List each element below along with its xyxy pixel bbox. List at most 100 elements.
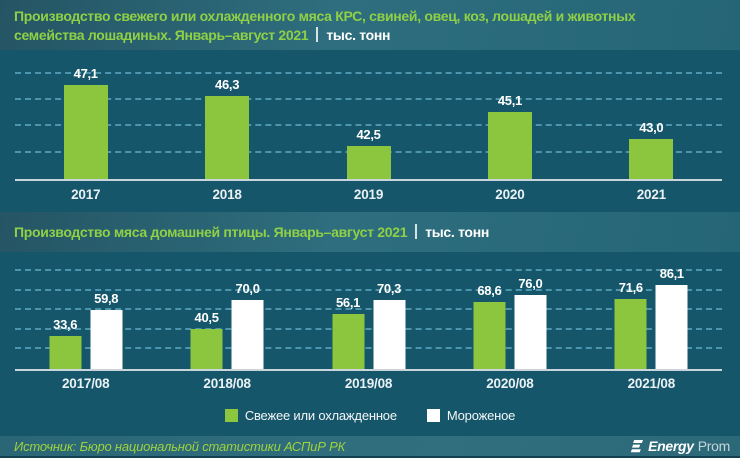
bar-2017/08-Свежее или охлажденное [49, 336, 82, 369]
gridline-20 [15, 347, 722, 350]
legend-swatch-white [426, 408, 440, 422]
gridline-80 [15, 288, 722, 291]
chart2-xlabels: 2017/08 2018/08 2019/08 2020/08 2021/08 [15, 376, 722, 391]
chart1-panel: 47,1 46,3 42,5 45,1 43,0 2017 2018 2019 2020 202… [0, 50, 740, 207]
bar-value-label: 70,0 [235, 281, 260, 297]
bar-value-label: 43,0 [639, 120, 664, 136]
title-divider-2 [415, 224, 418, 239]
header-title-2: Производство мяса домашней птицы. Январь… [0, 212, 740, 252]
gridline-46 [15, 97, 722, 100]
legend-swatch-green [224, 408, 238, 422]
x-axis-label-2021/08: 2021/08 [627, 376, 676, 391]
bar-value-label: 76,0 [518, 275, 543, 291]
bar-2021/08-Мороженое [655, 284, 688, 369]
bar-group-2020-s0: 45,1 [487, 92, 532, 179]
bar-2017/08-Мороженое [90, 310, 123, 369]
bar-value-label: 42,5 [356, 127, 381, 143]
chart2-plot: 33,6 59,8 40,5 70,0 56,1 70,3 68,6 76,0 71,6 86,1 [15, 266, 722, 371]
bar-group-2021/08-s0: 71,6 [614, 279, 647, 369]
bar-group-2018/08-s0: 40,5 [190, 310, 223, 369]
x-axis-label-2017/08: 2017/08 [62, 376, 110, 391]
chart1-title-unit: тыс. тонн [326, 27, 391, 43]
legend-label-fresh: Свежее или охлажденное [244, 407, 397, 423]
bar-2019/08-Мороженое [373, 300, 406, 369]
bar-group-2017-s0: 47,1 [63, 66, 108, 179]
bars-container: 47,1 46,3 42,5 45,1 43,0 [15, 66, 722, 179]
chart1-title: Производство свежего или охлажденного мя… [14, 7, 656, 45]
bar-group-2018/08-s1: 70,0 [231, 281, 264, 369]
bar-group-2019/08-s1: 70,3 [373, 281, 406, 369]
slot-2017/08: 33,6 59,8 [15, 271, 156, 369]
chart1-title-line1: Производство свежего или охлажденного мя… [14, 8, 636, 24]
x-axis-label-2018: 2018 [212, 187, 242, 202]
bar-2020/08-Мороженое [514, 294, 547, 369]
slot-2019: 42,5 [298, 67, 439, 179]
source-note: Источник: Бюро национальной статистики А… [14, 438, 346, 454]
gridline-100 [15, 269, 722, 271]
x-axis-label-2018/08: 2018/08 [203, 376, 251, 391]
slot-2020: 45,1 [439, 67, 580, 179]
slot-2017: 47,1 [15, 66, 156, 179]
logo-text-prom: Prom [697, 438, 731, 454]
bar-2019/08-Свежее или охлажденное [332, 314, 365, 369]
legend-item-fresh: Свежее или охлажденное [224, 407, 397, 423]
bar-group-2017/08-s0: 33,6 [49, 317, 82, 369]
slot-2018/08: 40,5 70,0 [156, 271, 297, 369]
chart2-legend: Свежее или охлажденное Мороженое [0, 404, 740, 426]
chart2-panel: 33,6 59,8 40,5 70,0 56,1 70,3 68,6 76,0 71,6 86,1… [0, 252, 740, 436]
bar-group-2021/08-s1: 86,1 [655, 265, 688, 369]
x-axis-label-2017: 2017 [71, 187, 101, 202]
bar-2021 [629, 139, 674, 179]
gridline-40 [15, 327, 722, 330]
bar-group-2020/08-s0: 68,6 [473, 282, 506, 369]
bar-2020/08-Свежее или охлажденное [473, 301, 506, 369]
energyprom-logo-icon [630, 439, 644, 452]
slot-2021/08: 71,6 86,1 [581, 266, 722, 369]
bar-value-label: 47,1 [73, 66, 98, 82]
chart2-title-text: Производство мяса домашней птицы. Январь… [14, 224, 408, 240]
bar-2021/08-Свежее или охлажденное [614, 298, 647, 369]
slot-2018: 46,3 [156, 67, 297, 179]
bar-2019 [346, 146, 391, 179]
legend-label-frozen: Мороженое [446, 407, 516, 423]
x-axis-label-2020/08: 2020/08 [486, 376, 534, 391]
slot-2021: 43,0 [581, 67, 722, 179]
footer: Источник: Бюро национальной статистики А… [0, 436, 740, 458]
bar-value-label: 45,1 [497, 92, 522, 108]
x-axis-label-2019: 2019 [353, 187, 384, 202]
bar-value-label: 33,6 [53, 317, 78, 333]
slot-2019/08: 56,1 70,3 [298, 271, 439, 369]
header-title-1: Производство свежего или охлажденного мя… [0, 0, 740, 50]
gridline-48 [15, 71, 722, 74]
x-axis-label-2021: 2021 [636, 187, 666, 202]
title-divider [316, 27, 319, 42]
bar-2018 [205, 96, 250, 179]
bar-value-label: 86,1 [659, 265, 684, 281]
legend-item-frozen: Мороженое [426, 407, 516, 423]
bar-group-2019-s0: 42,5 [346, 127, 391, 179]
bar-2020 [487, 111, 532, 179]
bars-container: 33,6 59,8 40,5 70,0 56,1 70,3 68,6 76,0 71,6 86,1 [15, 266, 722, 369]
logo-text-energy: Energy [648, 438, 694, 454]
gridline-60 [15, 308, 722, 311]
bar-group-2019/08-s0: 56,1 [332, 295, 365, 369]
bar-value-label: 71,6 [618, 279, 643, 295]
bar-2018/08-Свежее или охлажденное [190, 329, 223, 369]
bar-2017 [63, 85, 108, 179]
bar-group-2020/08-s1: 76,0 [514, 275, 547, 369]
chart2-title-unit: тыс. тонн [425, 224, 490, 240]
gridline-44 [15, 124, 722, 127]
bar-value-label: 68,6 [477, 282, 502, 298]
bar-group-2018-s0: 46,3 [205, 77, 250, 179]
chart2-title: Производство мяса домашней птицы. Январь… [14, 223, 656, 242]
bar-group-2021-s0: 43,0 [629, 120, 674, 179]
bar-2018/08-Мороженое [231, 300, 264, 369]
x-axis-label-2020: 2020 [495, 187, 525, 202]
bar-value-label: 40,5 [194, 310, 219, 326]
bar-group-2017/08-s1: 59,8 [90, 291, 123, 369]
bar-value-label: 70,3 [376, 281, 402, 297]
chart1-xlabels: 2017 2018 2019 2020 2021 [15, 187, 722, 202]
bar-value-label: 56,1 [335, 295, 361, 311]
chart1-title-line2: семейства лошадиных. Январь–август 2021 [14, 27, 309, 43]
